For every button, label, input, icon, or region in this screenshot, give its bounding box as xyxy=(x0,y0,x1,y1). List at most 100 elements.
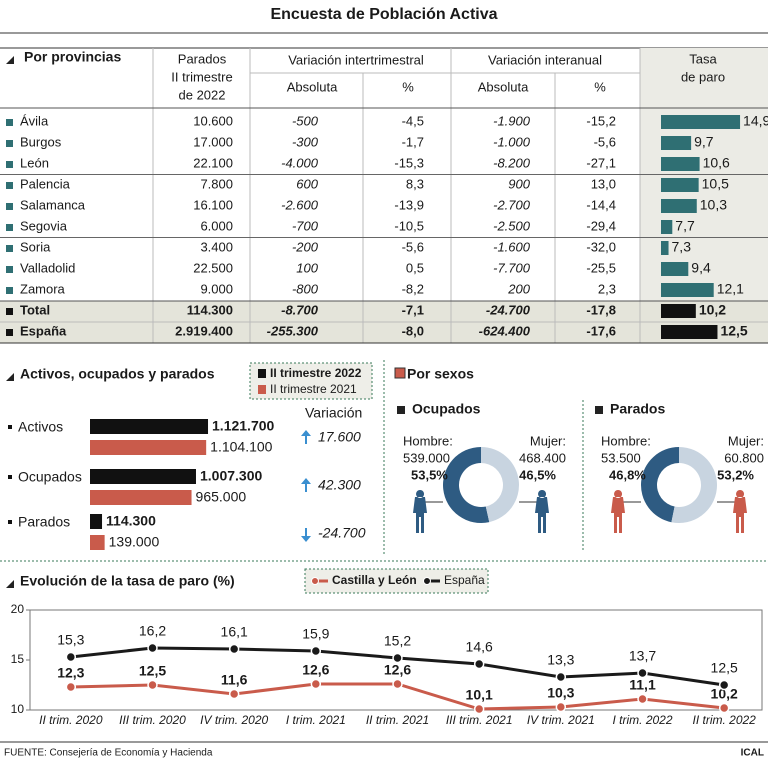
row-name: España xyxy=(20,323,67,338)
pct-label: 53,2% xyxy=(717,467,754,482)
cell: -15,2 xyxy=(586,113,616,128)
section-title: Por provincias xyxy=(24,49,121,65)
count-label: 53.500 xyxy=(601,450,641,465)
cell: -17,6 xyxy=(586,323,616,338)
donut-slice xyxy=(442,447,490,523)
tasa-label: 7,7 xyxy=(675,218,695,234)
arrow xyxy=(301,430,311,444)
point xyxy=(65,681,77,693)
x-tick-label: I trim. 2022 xyxy=(612,713,672,727)
marker xyxy=(595,406,603,414)
marker xyxy=(6,580,14,588)
bar xyxy=(90,440,207,455)
point xyxy=(392,678,403,690)
point xyxy=(310,678,322,690)
count-label: 539.000 xyxy=(403,450,450,465)
tasa-label: 10,6 xyxy=(703,155,730,171)
tasa-bar xyxy=(661,325,718,339)
variation-title: Variación xyxy=(305,405,362,421)
cell: 0,5 xyxy=(406,260,424,275)
cell: 3.400 xyxy=(200,239,233,254)
category-label: Ocupados xyxy=(18,469,82,485)
bar xyxy=(90,419,209,434)
cell: 13,0 xyxy=(591,176,616,191)
brand: ICAL xyxy=(741,748,764,759)
category-label: Activos xyxy=(18,419,63,435)
count-label: 468.400 xyxy=(519,450,566,465)
tasa-label: 9,4 xyxy=(691,260,711,276)
cell: -300 xyxy=(292,134,319,149)
data-label: 12,6 xyxy=(302,662,329,678)
data-label: 13,3 xyxy=(547,652,574,668)
cell: -27,1 xyxy=(586,155,616,170)
data-label: 14,6 xyxy=(466,639,493,655)
col-header: II trimestre xyxy=(171,69,232,84)
tasa-bar xyxy=(661,157,700,171)
bar xyxy=(90,490,192,505)
tasa-bar xyxy=(661,220,673,234)
legend-swatch xyxy=(258,385,266,394)
row-marker xyxy=(8,520,12,524)
x-tick-label: I trim. 2021 xyxy=(286,713,346,727)
data-label: 15,2 xyxy=(384,633,411,649)
legend-dot xyxy=(311,577,319,585)
y-tick-label: 15 xyxy=(11,652,25,666)
y-tick-label: 10 xyxy=(11,702,25,716)
donut-slice xyxy=(671,447,717,523)
legend-box xyxy=(304,568,489,594)
cell: 2,3 xyxy=(598,281,616,296)
cell: 8,3 xyxy=(406,176,424,191)
col-header: Variación intertrimestral xyxy=(288,52,424,67)
chart-title: Ocupados xyxy=(412,401,481,417)
bar xyxy=(90,535,105,550)
point xyxy=(147,679,158,691)
col-header: Tasa xyxy=(689,51,717,66)
marker xyxy=(6,56,14,64)
row-marker xyxy=(8,475,12,479)
cell: 22.500 xyxy=(193,260,233,275)
cell: 114.300 xyxy=(187,302,233,317)
figure xyxy=(535,490,549,533)
tasa-label: 10,2 xyxy=(699,302,726,318)
cell: 22.100 xyxy=(193,155,233,170)
pct-label: 53,5% xyxy=(411,467,448,482)
data-label: 10,1 xyxy=(466,687,493,703)
row-name: Salamanca xyxy=(20,197,86,212)
cell: 900 xyxy=(508,176,530,191)
point xyxy=(473,658,485,670)
bar-label: 1.121.700 xyxy=(212,418,274,434)
cell: -32,0 xyxy=(586,239,616,254)
data-label: 10,3 xyxy=(547,685,574,701)
row-marker xyxy=(6,266,13,273)
row-marker xyxy=(6,308,13,315)
tasa-label: 12,5 xyxy=(720,323,747,339)
row-name: Soria xyxy=(20,239,51,254)
donut-slice xyxy=(640,447,679,523)
cell: -10,5 xyxy=(394,218,424,233)
col-header: Absoluta xyxy=(478,79,529,94)
cell: -8,2 xyxy=(402,281,424,296)
variation-label: 17.600 xyxy=(318,429,361,445)
bar-label: 139.000 xyxy=(109,534,160,550)
cell: -800 xyxy=(292,281,319,296)
row-name: Valladolid xyxy=(20,260,75,275)
row-name: Burgos xyxy=(20,134,62,149)
x-tick-label: II trim. 2021 xyxy=(366,713,429,727)
cell: -1.900 xyxy=(493,113,531,128)
row-name: Ávila xyxy=(20,113,49,128)
row-marker xyxy=(6,182,13,189)
category-label: Mujer: xyxy=(728,433,764,448)
x-tick-label: III trim. 2020 xyxy=(119,713,186,727)
table-lines xyxy=(0,48,768,344)
cell: -29,4 xyxy=(586,218,616,233)
tasa-label: 7,3 xyxy=(672,239,692,255)
tasa-label: 10,5 xyxy=(702,176,729,192)
x-tick-label: II trim. 2022 xyxy=(692,713,756,727)
cell: -15,3 xyxy=(394,155,424,170)
tasa-bar xyxy=(661,283,714,297)
point xyxy=(718,679,730,691)
cell: -200 xyxy=(292,239,319,254)
point xyxy=(392,652,403,664)
data-label: 11,6 xyxy=(221,672,248,688)
count-label: 60.800 xyxy=(724,450,764,465)
